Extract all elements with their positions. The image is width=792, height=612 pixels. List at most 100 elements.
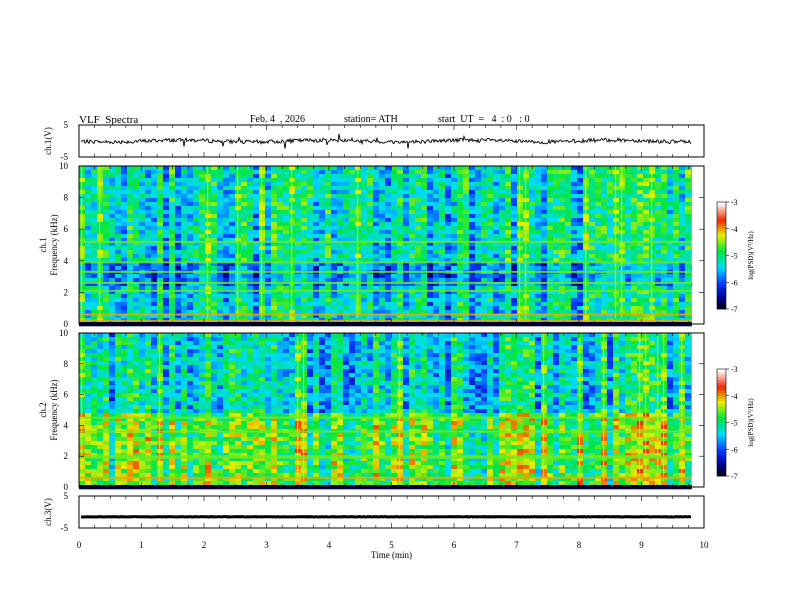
colorbar-segment — [717, 411, 726, 415]
sferic — [681, 333, 683, 481]
ch1-waveform — [80, 133, 692, 149]
x-tick-label: 2 — [202, 540, 207, 550]
y-axis-label: ch.1(V) — [43, 127, 53, 155]
colorbar-segment — [717, 406, 726, 410]
spectrogram-1 — [79, 166, 692, 327]
colorbar-segment — [717, 218, 726, 222]
colorbar-tick-label: -7 — [731, 305, 738, 314]
colorbar-segment — [717, 226, 726, 230]
y-tick-label: 2 — [64, 451, 69, 461]
y-tick-label: 10 — [59, 328, 69, 338]
sferic — [399, 333, 401, 481]
colorbar-tick-label: -4 — [731, 225, 738, 234]
vlf-band — [79, 430, 692, 433]
colorbar-tick-label: -6 — [731, 445, 738, 454]
colorbar-label: log(PSD)(V²/Hz) — [747, 398, 755, 447]
colorbar-segment — [717, 202, 726, 205]
colorbar-segment — [717, 258, 726, 262]
colorbar-segment — [717, 266, 726, 270]
colorbar-segment — [717, 220, 726, 224]
colorbar-segment — [717, 393, 726, 397]
colorbar-segment — [717, 454, 726, 458]
vlf-band — [79, 313, 692, 316]
colorbar-segment — [717, 204, 726, 208]
vlf-band — [79, 319, 692, 322]
channel-label: ch.1 — [38, 237, 48, 252]
y-axis-label: ch.3(V) — [43, 498, 53, 526]
x-tick-label: 0 — [77, 540, 82, 550]
colorbar-segment — [717, 441, 726, 445]
colorbar-segment — [717, 419, 726, 423]
colorbar-segment — [717, 274, 726, 278]
colorbar-segment — [717, 467, 726, 471]
colorbar-segment — [717, 263, 726, 267]
colorbar-segment — [717, 223, 726, 227]
x-tick-label: 1 — [139, 540, 144, 550]
vlf-band — [79, 261, 692, 264]
colorbar-segment — [717, 244, 726, 248]
colorbar-label: log(PSD)(V²/Hz) — [747, 231, 755, 280]
colorbar-segment — [717, 390, 726, 394]
colorbar-segment — [717, 239, 726, 243]
colorbar-segment — [717, 282, 726, 286]
colorbar-segment — [717, 385, 726, 389]
colorbar-segment — [717, 409, 726, 413]
colorbar-tick-label: -7 — [731, 472, 738, 481]
sferic — [543, 333, 545, 481]
colorbar-segment — [717, 387, 726, 391]
y-tick-label: 0 — [64, 319, 69, 329]
colorbar-segment — [717, 457, 726, 461]
colorbar-segment — [717, 306, 726, 310]
colorbar-segment — [717, 295, 726, 299]
vlf-band — [79, 476, 692, 479]
colorbar-segment — [717, 236, 726, 240]
date-label: Feb. 4 , 2026 — [250, 114, 305, 125]
y-tick-label: 8 — [64, 359, 69, 369]
colorbar-segment — [717, 435, 726, 439]
colorbar-segment — [717, 379, 726, 383]
colorbar-segment — [717, 446, 726, 450]
colorbar-segment — [717, 425, 726, 429]
colorbar-segment — [717, 290, 726, 294]
colorbar-segment — [717, 470, 726, 474]
colorbar-tick-label: -6 — [731, 278, 738, 287]
colorbar-segment — [717, 417, 726, 421]
y-axis-label: Frequency (kHz) — [49, 379, 59, 440]
vlf-band — [79, 240, 692, 243]
channel-label: ch.2 — [38, 402, 48, 417]
colorbar-segment — [717, 451, 726, 455]
colorbar-segment — [717, 271, 726, 275]
colorbar-segment — [717, 401, 726, 405]
sferic — [603, 333, 605, 481]
station-label: station= ATH — [344, 114, 398, 125]
colorbar-segment — [717, 433, 726, 437]
sferic — [303, 333, 305, 481]
sferic — [639, 333, 641, 481]
y-tick-label: 8 — [64, 193, 69, 203]
colorbar-segment — [717, 438, 726, 442]
x-tick-label: 7 — [514, 540, 519, 550]
colorbar-tick-label: -5 — [731, 419, 738, 428]
colorbar-segment — [717, 443, 726, 447]
colorbar-segment — [717, 459, 726, 463]
colorbar-segment — [717, 300, 726, 304]
y-axis-label: Frequency (kHz) — [49, 214, 59, 275]
vlf-band — [79, 270, 692, 273]
colorbar-segment — [717, 371, 726, 375]
colorbar-segment — [717, 430, 726, 434]
sferic — [159, 333, 161, 481]
colorbar-segment — [717, 395, 726, 399]
colorbar-segment — [717, 382, 726, 386]
colorbar-segment — [717, 210, 726, 213]
y-tick-label: 6 — [64, 390, 69, 400]
colorbar-segment — [717, 207, 726, 211]
y-tick-label: 10 — [59, 161, 69, 171]
vlf-band — [79, 455, 692, 458]
colorbar-segment — [717, 252, 726, 256]
colorbar-segment — [717, 268, 726, 272]
colorbar-segment — [717, 398, 726, 402]
colorbar-segment — [717, 465, 726, 469]
y-tick-label: -5 — [61, 152, 69, 162]
colorbar-segment — [717, 374, 726, 378]
